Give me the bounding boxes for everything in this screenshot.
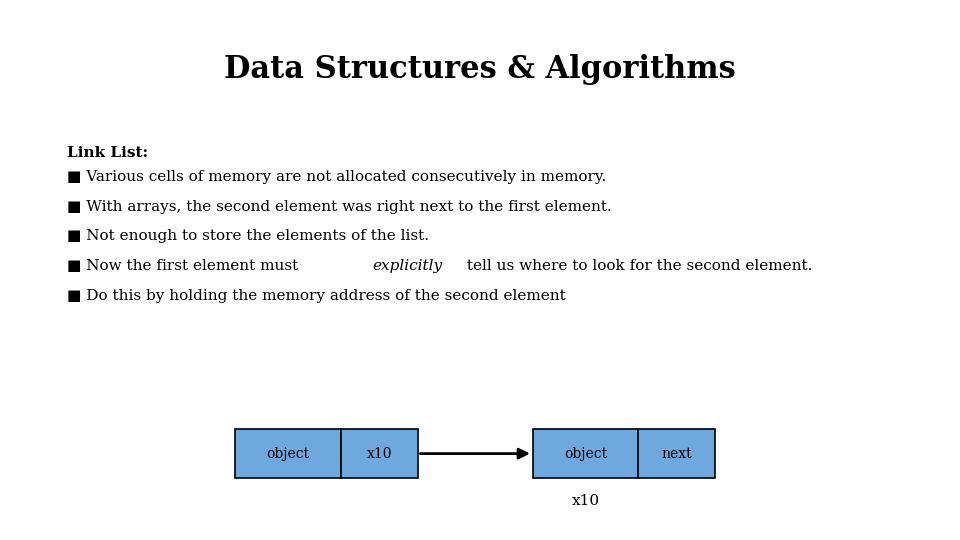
- Text: ■ Now the first element must: ■ Now the first element must: [67, 259, 303, 273]
- Bar: [235, 429, 341, 478]
- Bar: [638, 429, 715, 478]
- Text: tell us where to look for the second element.: tell us where to look for the second ele…: [463, 259, 813, 273]
- Text: object: object: [267, 447, 309, 461]
- Text: ■ Not enough to store the elements of the list.: ■ Not enough to store the elements of th…: [67, 230, 429, 244]
- Text: x10: x10: [367, 447, 392, 461]
- Text: ■ With arrays, the second element was right next to the first element.: ■ With arrays, the second element was ri…: [67, 200, 612, 214]
- Text: x10: x10: [571, 494, 600, 508]
- Bar: [341, 429, 418, 478]
- Text: explicitly: explicitly: [372, 259, 442, 273]
- Text: ■ Do this by holding the memory address of the second element: ■ Do this by holding the memory address …: [67, 289, 566, 303]
- Text: ■ Various cells of memory are not allocated consecutively in memory.: ■ Various cells of memory are not alloca…: [67, 170, 607, 184]
- Bar: [533, 429, 638, 478]
- Text: Data Structures & Algorithms: Data Structures & Algorithms: [224, 54, 736, 85]
- Text: next: next: [661, 447, 692, 461]
- Text: object: object: [564, 447, 607, 461]
- Text: Link List:: Link List:: [67, 146, 149, 160]
